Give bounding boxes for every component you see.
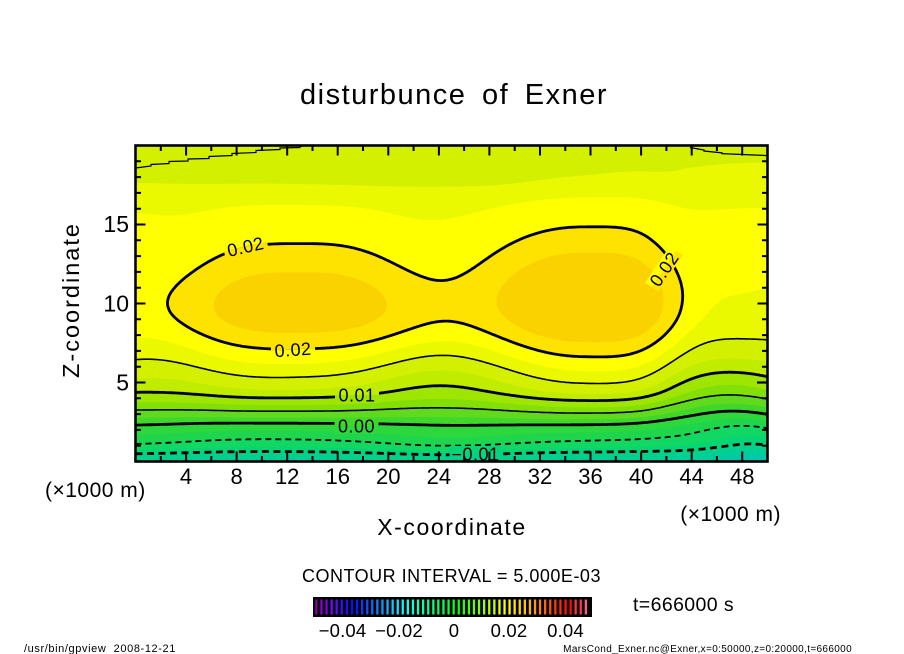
svg-text:4: 4 bbox=[180, 464, 192, 489]
svg-text:Z-coordinate: Z-coordinate bbox=[58, 222, 84, 378]
svg-text:0.04: 0.04 bbox=[547, 620, 584, 641]
svg-text:−0.02: −0.02 bbox=[375, 620, 423, 641]
svg-text:24: 24 bbox=[427, 464, 451, 489]
svg-text:disturbunce of Exner: disturbunce of Exner bbox=[300, 79, 608, 111]
svg-text:40: 40 bbox=[629, 464, 653, 489]
svg-text:0.02: 0.02 bbox=[491, 620, 528, 641]
svg-text:28: 28 bbox=[477, 464, 501, 489]
svg-text:36: 36 bbox=[578, 464, 602, 489]
svg-text:−0.04: −0.04 bbox=[319, 620, 367, 641]
svg-text:20: 20 bbox=[376, 464, 400, 489]
svg-text:t=666000 s: t=666000 s bbox=[633, 594, 734, 616]
svg-text:0: 0 bbox=[449, 620, 460, 641]
svg-text:32: 32 bbox=[528, 464, 552, 489]
svg-text:12: 12 bbox=[275, 464, 299, 489]
svg-text:CONTOUR INTERVAL = 5.000E-03: CONTOUR INTERVAL = 5.000E-03 bbox=[302, 566, 601, 586]
svg-text:0.02: 0.02 bbox=[274, 339, 312, 362]
svg-text:(×1000 m): (×1000 m) bbox=[45, 479, 146, 502]
svg-text:/usr/bin/gpview 2008-12-21: /usr/bin/gpview 2008-12-21 bbox=[24, 643, 176, 654]
svg-text:MarsCond_Exner.nc@Exner,x=0:50: MarsCond_Exner.nc@Exner,x=0:50000,z=0:20… bbox=[563, 644, 852, 654]
svg-text:(×1000 m): (×1000 m) bbox=[680, 503, 781, 526]
svg-text:16: 16 bbox=[325, 464, 349, 489]
svg-text:5: 5 bbox=[116, 370, 129, 396]
svg-text:8: 8 bbox=[230, 464, 242, 489]
svg-text:10: 10 bbox=[103, 291, 129, 317]
svg-text:0.01: 0.01 bbox=[338, 385, 375, 405]
svg-text:X-coordinate: X-coordinate bbox=[377, 514, 527, 540]
svg-text:44: 44 bbox=[679, 464, 703, 489]
svg-text:15: 15 bbox=[103, 211, 129, 237]
svg-text:0.00: 0.00 bbox=[338, 416, 375, 436]
svg-text:48: 48 bbox=[730, 464, 754, 489]
